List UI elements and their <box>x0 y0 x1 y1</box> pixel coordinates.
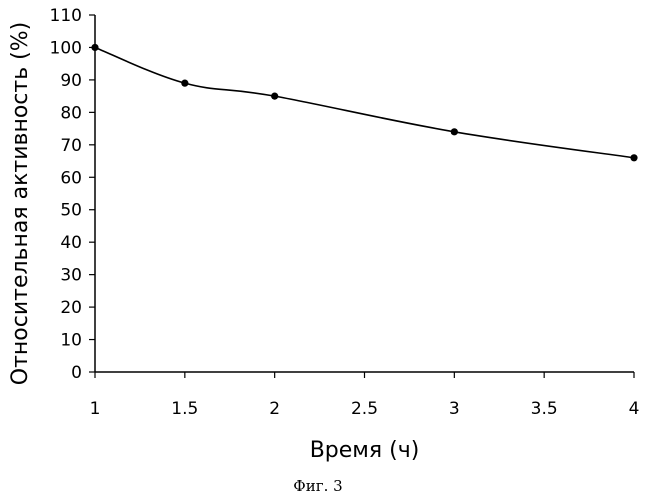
x-tick-label: 2.5 <box>351 399 378 419</box>
x-axis-title: Время (ч) <box>310 438 420 463</box>
x-tick-label: 3.5 <box>531 399 558 419</box>
y-tick-label: 20 <box>60 298 82 318</box>
data-point <box>181 80 188 87</box>
y-tick-label: 60 <box>60 168 82 188</box>
x-tick-label: 1 <box>90 399 101 419</box>
x-tick-label: 2 <box>269 399 280 419</box>
x-tick-label: 4 <box>629 399 640 419</box>
y-tick-label: 70 <box>60 136 82 156</box>
y-tick-label: 110 <box>50 6 82 26</box>
data-point <box>91 44 98 51</box>
data-point <box>630 154 637 161</box>
y-tick-label: 40 <box>60 233 82 253</box>
x-tick-label: 3 <box>449 399 460 419</box>
data-point <box>271 93 278 100</box>
y-tick-label: 100 <box>50 38 82 58</box>
x-tick-label: 1.5 <box>171 399 198 419</box>
y-ticks: 0 10 20 30 40 50 60 70 80 90 100 110 <box>50 6 95 383</box>
series-group <box>91 44 637 162</box>
y-tick-label: 10 <box>60 331 82 351</box>
x-ticks: 1 1.5 2 2.5 3 3.5 4 <box>90 372 640 419</box>
y-tick-label: 30 <box>60 266 82 286</box>
figure-caption: Фиг. 3 <box>293 477 342 495</box>
series-line <box>95 47 634 157</box>
data-point <box>451 128 458 135</box>
y-axis-title: Относительная активность (%) <box>8 22 33 385</box>
y-tick-label: 50 <box>60 201 82 221</box>
y-tick-label: 80 <box>60 103 82 123</box>
y-tick-label: 0 <box>71 363 82 383</box>
y-tick-label: 90 <box>60 71 82 91</box>
axes <box>95 15 634 372</box>
